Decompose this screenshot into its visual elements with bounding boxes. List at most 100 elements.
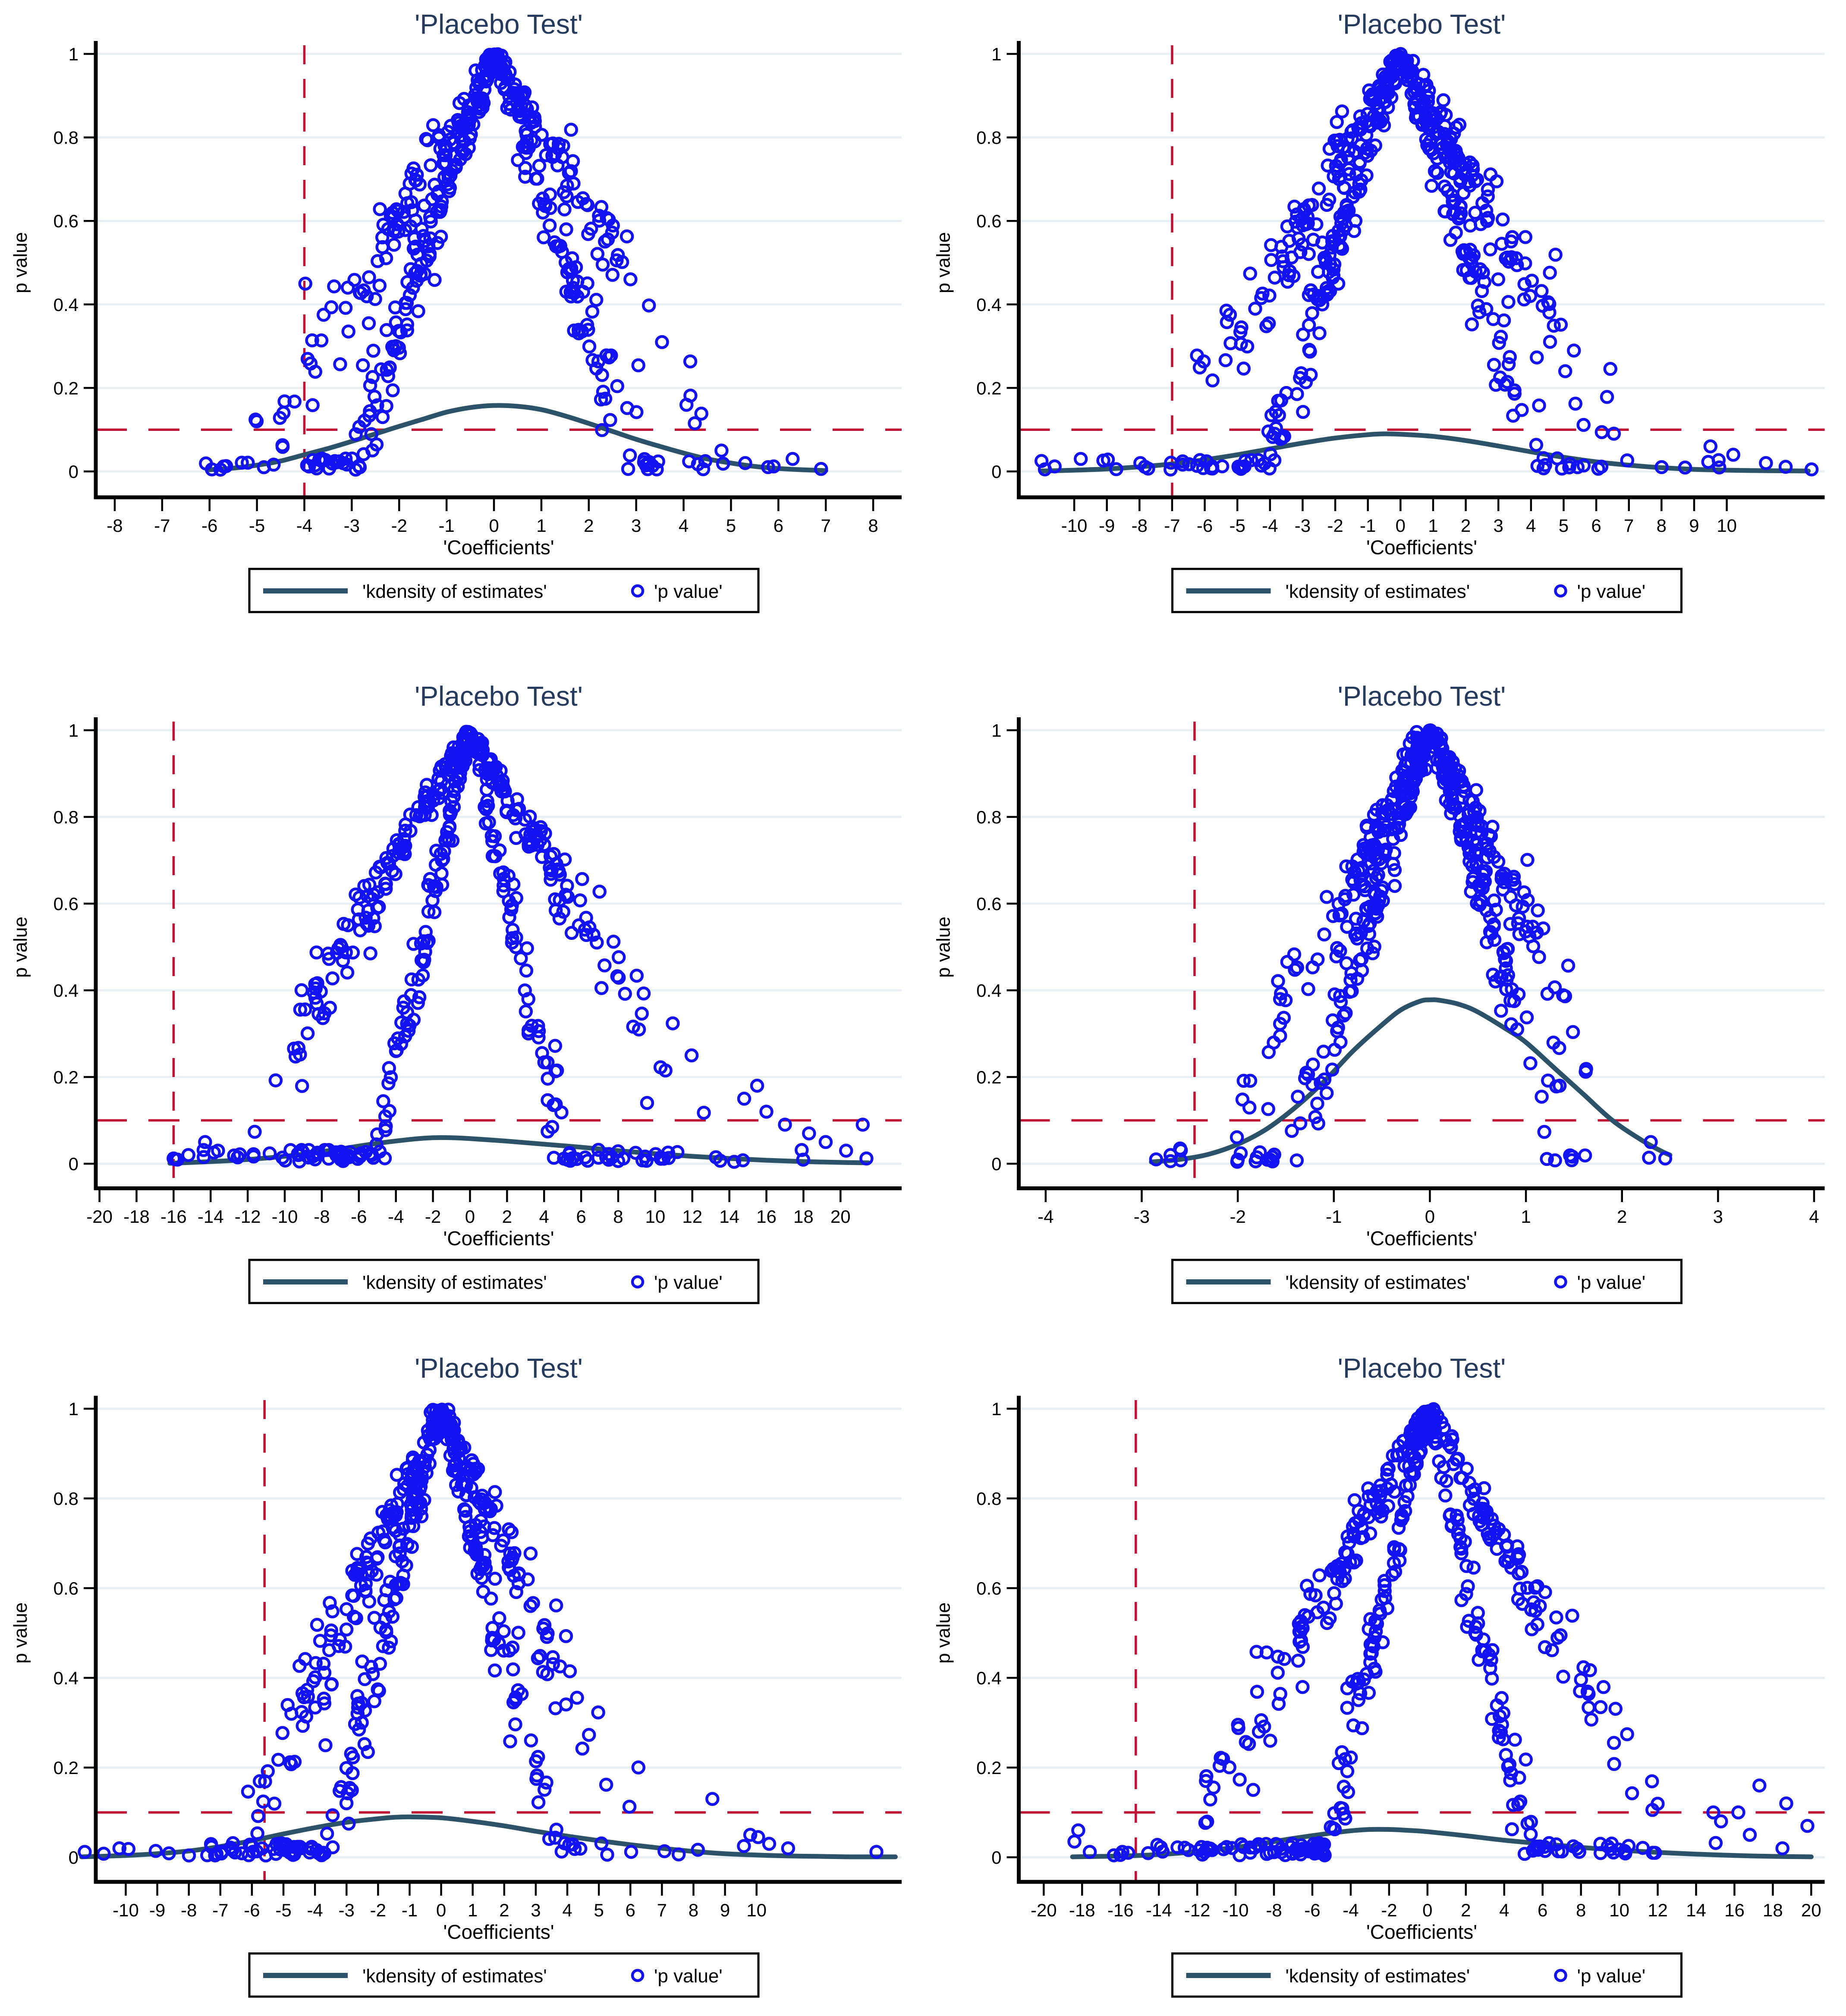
scatter-point bbox=[406, 242, 421, 256]
scatter-point bbox=[204, 462, 219, 477]
scatter-point bbox=[399, 295, 414, 310]
scatter-point bbox=[1607, 1757, 1621, 1771]
scatter-point bbox=[1141, 1846, 1155, 1860]
x-tick-label: -8 bbox=[1132, 515, 1148, 536]
scatter-point bbox=[1082, 1845, 1097, 1859]
scatter-point bbox=[1280, 219, 1295, 234]
scatter-point bbox=[487, 1485, 502, 1499]
scatter-point bbox=[112, 1841, 127, 1856]
scatter-point bbox=[563, 1664, 577, 1678]
placebo-chart-4: 'Placebo Test' p value 0 0.2 0.4 0.6 0.8 1 -4 -… bbox=[933, 681, 1825, 1304]
scatter-point bbox=[1391, 810, 1406, 825]
scatter-point bbox=[389, 315, 403, 330]
scatter-point bbox=[505, 85, 520, 100]
legend: 'kdensity of estimates' 'p value' bbox=[1171, 568, 1682, 613]
scatter-point bbox=[339, 1622, 354, 1637]
scatter-point bbox=[564, 289, 578, 304]
scatter-point bbox=[557, 202, 572, 217]
chart-title: 'Placebo Test' bbox=[1338, 681, 1506, 712]
x-tick-label: 16 bbox=[1724, 1900, 1745, 1920]
scatter-point bbox=[1149, 1152, 1164, 1167]
scatter-point bbox=[1259, 319, 1274, 333]
scatter-point bbox=[584, 221, 598, 236]
x-tick-label: -4 bbox=[1262, 515, 1278, 536]
scatter-point bbox=[1330, 1559, 1344, 1573]
scatter-point bbox=[1497, 313, 1511, 328]
scatter-point bbox=[1608, 1702, 1623, 1716]
scatter-point bbox=[1430, 151, 1444, 166]
x-axis-label: 'Coefficients' bbox=[1366, 1921, 1477, 1943]
scatter-point bbox=[606, 935, 621, 949]
scatter-point bbox=[1658, 1151, 1673, 1166]
scatter-point bbox=[598, 958, 612, 973]
scatter-point bbox=[340, 457, 354, 472]
scatter-point bbox=[365, 370, 380, 384]
scatter-point bbox=[1319, 281, 1334, 295]
scatter-point bbox=[349, 427, 363, 441]
scatter-point bbox=[1731, 1805, 1745, 1820]
scatter-point bbox=[428, 884, 443, 898]
scatter-point bbox=[1240, 339, 1255, 354]
scatter-point bbox=[1316, 1601, 1331, 1615]
scatter-point bbox=[514, 951, 528, 966]
scatter-point bbox=[423, 231, 437, 246]
scatter-point bbox=[1138, 460, 1152, 474]
scatter-point bbox=[309, 945, 324, 960]
scatter-point bbox=[1567, 343, 1581, 358]
scatter-point bbox=[387, 224, 401, 239]
scatter-point bbox=[1511, 1797, 1525, 1812]
scatter-point bbox=[305, 333, 319, 348]
x-tick-label: 1 bbox=[536, 515, 546, 536]
scatter-point bbox=[403, 262, 418, 276]
x-tick-label: -3 bbox=[1295, 515, 1311, 536]
scatter-point bbox=[802, 1126, 816, 1140]
x-tick-label: 4 bbox=[1809, 1206, 1819, 1227]
scatter-point bbox=[473, 1525, 488, 1539]
scatter-point bbox=[1181, 1843, 1196, 1857]
y-tick-label: 0.4 bbox=[976, 295, 1001, 315]
scatter-point bbox=[1477, 1481, 1491, 1495]
scatter-point bbox=[368, 865, 383, 880]
scatter-point bbox=[390, 217, 404, 231]
scatter-point bbox=[1196, 354, 1211, 369]
x-tick-label: 18 bbox=[793, 1206, 814, 1227]
scatter-point bbox=[562, 166, 576, 180]
scatter-point bbox=[1529, 438, 1544, 452]
x-tick-label: 7 bbox=[1624, 515, 1634, 536]
x-tick-label: 12 bbox=[682, 1206, 702, 1227]
x-tick-label: 2 bbox=[584, 515, 594, 536]
x-tick-label: -1 bbox=[438, 515, 454, 536]
y-axis-label: p value bbox=[10, 232, 31, 293]
scatter-point bbox=[1546, 1035, 1561, 1050]
x-tick-label: 12 bbox=[1648, 1900, 1668, 1920]
scatter-point bbox=[1293, 1635, 1307, 1649]
scatter-point bbox=[346, 1609, 361, 1624]
scatter-point bbox=[504, 902, 519, 917]
scatter-point bbox=[1333, 944, 1347, 958]
scatter-point bbox=[1554, 317, 1568, 332]
scatter-point bbox=[1530, 459, 1545, 473]
scatter-point bbox=[211, 1143, 225, 1158]
scatter-point bbox=[320, 1827, 334, 1841]
scatter-point bbox=[1173, 1141, 1187, 1156]
y-tick-label: 0.4 bbox=[53, 295, 79, 315]
scatter-point bbox=[1291, 1090, 1305, 1104]
scatter-point bbox=[167, 1151, 181, 1166]
scatter-point bbox=[518, 812, 532, 827]
scatter-point bbox=[601, 232, 615, 247]
scatter-point bbox=[1506, 870, 1521, 884]
scatter-point bbox=[1218, 353, 1233, 367]
y-tick-label: 0 bbox=[69, 462, 79, 482]
scatter-point bbox=[324, 1677, 339, 1692]
x-tick-label: -4 bbox=[307, 1900, 323, 1920]
scatter-point bbox=[1357, 146, 1372, 160]
y-tick-label: 0.4 bbox=[53, 1668, 79, 1688]
scatter-point bbox=[400, 1537, 415, 1551]
scatter-point bbox=[406, 1519, 421, 1533]
scatter-point bbox=[386, 383, 400, 398]
scatter-point bbox=[1578, 1148, 1592, 1163]
scatter-point bbox=[406, 1492, 420, 1506]
scatter-point bbox=[1277, 1652, 1292, 1666]
scatter-point bbox=[497, 1643, 511, 1658]
scatter-point bbox=[1378, 1591, 1393, 1605]
